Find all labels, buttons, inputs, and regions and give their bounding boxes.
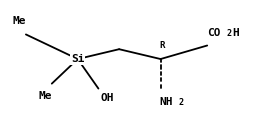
Text: R: R — [159, 41, 165, 50]
Text: Me: Me — [39, 91, 52, 101]
Text: OH: OH — [101, 93, 114, 103]
Text: Me: Me — [13, 16, 26, 26]
Text: 2: 2 — [179, 98, 184, 107]
Text: Si: Si — [71, 54, 84, 64]
Text: CO: CO — [207, 28, 221, 38]
Text: H: H — [232, 28, 239, 38]
Text: 2: 2 — [226, 29, 231, 38]
Text: NH: NH — [159, 97, 173, 107]
